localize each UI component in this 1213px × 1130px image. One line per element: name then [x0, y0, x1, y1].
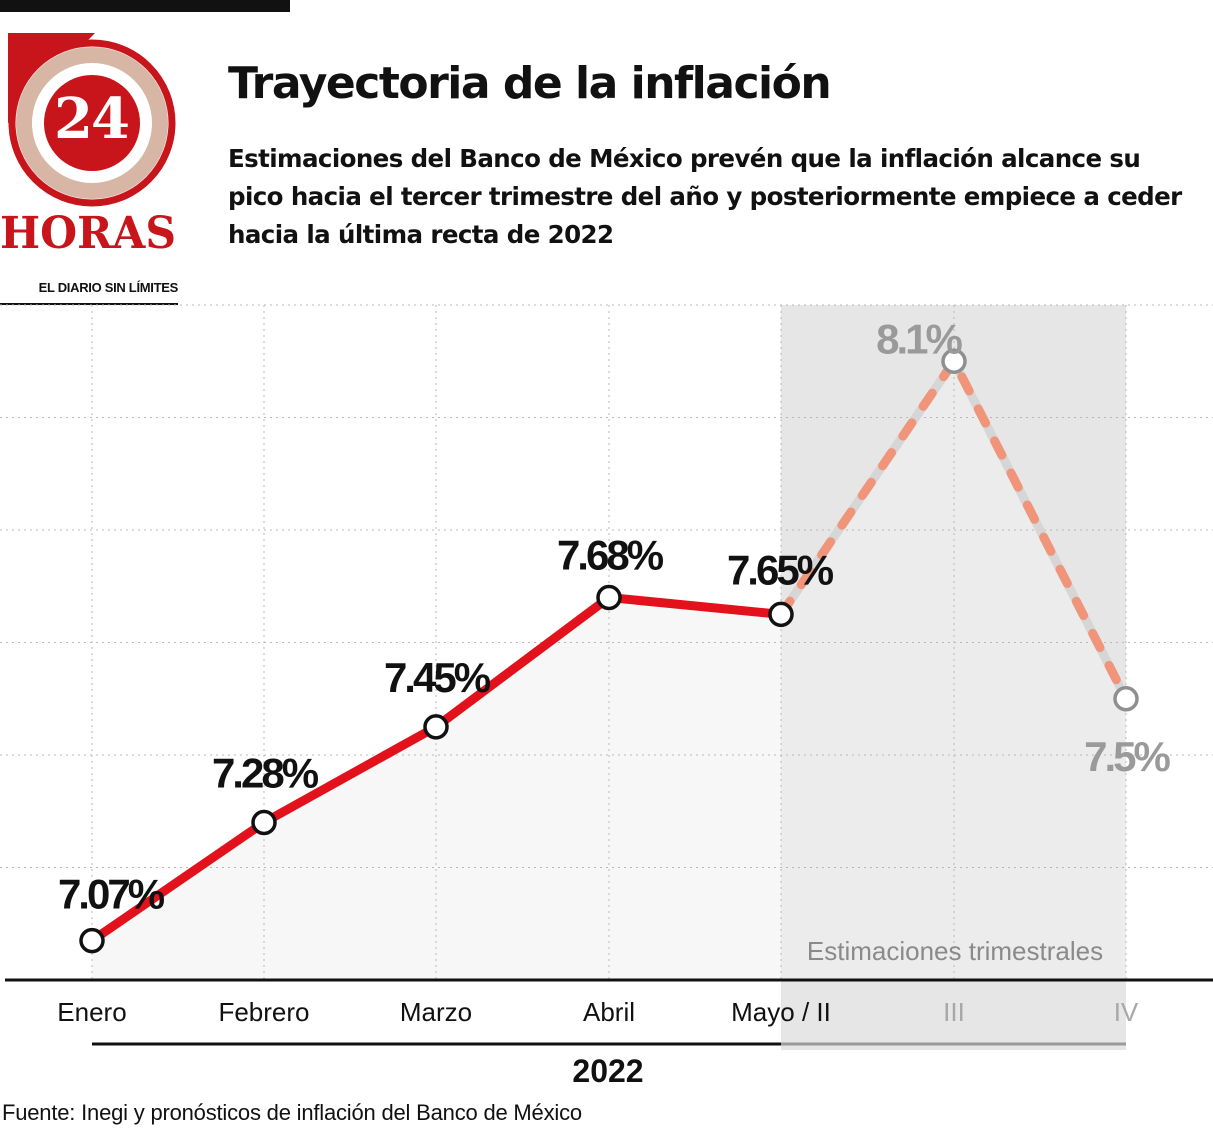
logo-tagline: EL DIARIO SIN LÍMITES [38, 280, 179, 295]
x-tick-label: III [943, 997, 965, 1027]
chart-subtitle: Estimaciones del Banco de México prevén … [228, 144, 1182, 249]
chart-title: Trayectoria de la inflación [228, 58, 832, 109]
top-accent-bar [0, 0, 290, 12]
data-point-marker [423, 714, 449, 740]
x-tick-label: Enero [57, 997, 126, 1027]
data-point-marker [768, 601, 794, 628]
x-tick-label: Marzo [400, 997, 472, 1027]
x-tick-label: Mayo / II [731, 997, 831, 1027]
source-note: Fuente: Inegi y pronósticos de inflación… [2, 1100, 582, 1125]
line-area-fill [92, 361, 1126, 980]
logo-underline [0, 303, 178, 305]
newspaper-logo: 24 HORAS EL DIARIO SIN LÍMITES [0, 28, 180, 305]
logo-number: 24 [54, 86, 130, 152]
data-value-label: 8.1% [876, 315, 962, 362]
data-value-label: 7.5% [1084, 733, 1170, 780]
data-value-label: 7.28% [212, 750, 319, 797]
data-point-marker [941, 348, 967, 374]
data-value-label: 7.65% [727, 546, 834, 593]
data-value-label: 7.68% [557, 532, 664, 579]
x-tick-label: IV [1114, 997, 1139, 1027]
x-axis-year-label: 2022 [572, 1053, 643, 1089]
data-point-marker [79, 927, 105, 954]
logo-city-ring [16, 47, 168, 199]
logo-word: HORAS [0, 208, 176, 259]
data-point-marker [596, 584, 622, 611]
data-point-marker [251, 809, 277, 836]
data-point-marker [1113, 686, 1139, 712]
x-tick-label: Febrero [218, 997, 309, 1027]
logo-emblem [8, 33, 176, 207]
data-value-label: 7.45% [384, 654, 491, 701]
logo-inner-disc [44, 75, 140, 171]
forecast-region-label: Estimaciones trimestrales [807, 936, 1103, 966]
data-value-label: 7.07% [58, 871, 165, 918]
inflation-line-chart: 7.07% 7.28% 7.45% 7.68% 7.65% 8.1% 7.5% Estimac… [0, 304, 1213, 1089]
x-tick-label: Abril [583, 997, 635, 1027]
logo-wordmark: HORAS [0, 208, 176, 259]
